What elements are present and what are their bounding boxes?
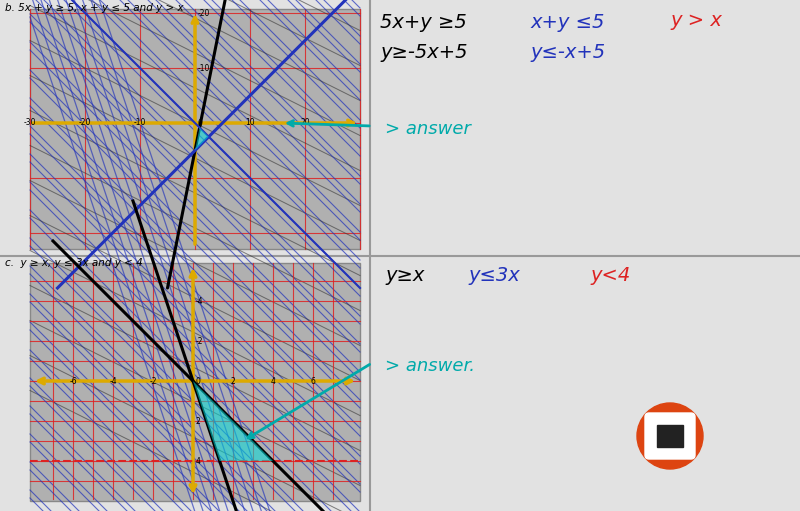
Text: > answer: > answer [385, 120, 471, 138]
Text: y≥-5x+5: y≥-5x+5 [380, 43, 467, 62]
Circle shape [637, 403, 703, 469]
Text: 5x+y ≥5: 5x+y ≥5 [380, 13, 466, 32]
Text: b. 5x + y ≥ 5, x + y ≤ 5 and y > x: b. 5x + y ≥ 5, x + y ≤ 5 and y > x [5, 3, 184, 13]
Text: 4: 4 [196, 456, 201, 466]
Text: 0: 0 [198, 119, 203, 128]
Text: x+y ≤5: x+y ≤5 [530, 13, 604, 32]
Text: 20: 20 [300, 118, 310, 127]
Text: -2: -2 [150, 377, 157, 386]
Text: -10: -10 [198, 63, 210, 73]
Text: 6: 6 [310, 377, 315, 386]
Polygon shape [193, 381, 273, 461]
Text: -20: -20 [79, 118, 91, 127]
FancyBboxPatch shape [645, 413, 695, 459]
Bar [30, 9, 360, 249]
Text: y≥x: y≥x [385, 266, 424, 285]
Text: y<4: y<4 [590, 266, 630, 285]
Text: 2: 2 [196, 416, 201, 426]
Text: -6: -6 [69, 377, 77, 386]
Text: 0: 0 [196, 377, 201, 386]
Text: y≤-x+5: y≤-x+5 [530, 43, 605, 62]
FancyBboxPatch shape [657, 425, 683, 447]
Text: -4: -4 [109, 377, 117, 386]
Bar [30, 263, 360, 501]
Text: c.  y ≥ x, y ≤ 3x and y < 4: c. y ≥ x, y ≤ 3x and y < 4 [5, 258, 142, 268]
Text: -20: -20 [198, 9, 210, 17]
Text: -10: -10 [134, 118, 146, 127]
Text: y≤3x: y≤3x [468, 266, 520, 285]
Text: 4: 4 [270, 377, 275, 386]
Text: y > x: y > x [670, 11, 722, 30]
Text: > answer.: > answer. [385, 357, 475, 375]
Text: 2: 2 [230, 377, 235, 386]
Text: -30: -30 [24, 118, 36, 127]
Polygon shape [195, 128, 209, 151]
Text: -4: -4 [196, 296, 204, 306]
Text: -2: -2 [196, 337, 203, 345]
Text: 10: 10 [245, 118, 255, 127]
